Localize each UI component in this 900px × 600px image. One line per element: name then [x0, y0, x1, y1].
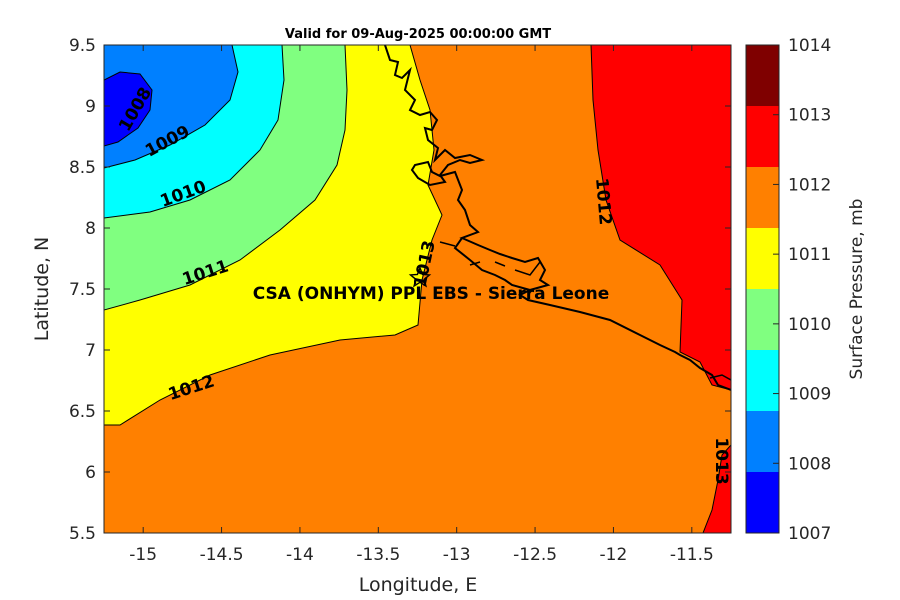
x-tick-label: -14.5	[200, 545, 244, 565]
coast-east-detail	[709, 374, 731, 381]
river-border	[453, 237, 531, 291]
inland-lines	[439, 241, 541, 276]
y-tick-label: 9	[85, 97, 96, 117]
colorbar-tick-label: 1007	[788, 524, 831, 544]
station-star-icon	[408, 266, 432, 288]
colorbar-tick-label: 1013	[788, 106, 831, 126]
colorbar-band	[746, 106, 779, 168]
colorbar-tick-label: 1011	[788, 245, 831, 265]
y-tick-label: 6	[85, 463, 96, 483]
x-axis-ticks: -15 -14.5 -14 -13.5 -13 -12.5 -12 -11.5	[129, 45, 714, 565]
y-tick-label: 5.5	[69, 524, 96, 544]
colorbar-ticks: 1014 1013 1012 1011 1010 1009 1008 1007	[773, 36, 831, 544]
y-axis-ticks: 9.5 9 8.5 8 7.5 7 6.5 6 5.5	[69, 36, 731, 544]
x-axis-label: Longitude, E	[359, 574, 478, 596]
x-tick-label: -13.5	[356, 545, 400, 565]
y-tick-label: 7.5	[69, 280, 96, 300]
contour-label-1013-east: 1012	[591, 177, 615, 226]
x-tick-label: -13	[443, 545, 471, 565]
colorbar-tick-label: 1014	[788, 36, 831, 56]
y-axis-label: Latitude, N	[31, 237, 53, 342]
colorbar-tick-label: 1008	[788, 454, 831, 474]
colorbar-band	[746, 228, 779, 290]
band-1013-east	[590, 45, 731, 391]
x-tick-label: -12.5	[513, 545, 557, 565]
colorbar	[746, 45, 779, 534]
band-1013-southeast	[702, 444, 731, 533]
colorbar-tick-label: 1010	[788, 315, 831, 335]
y-tick-label: 6.5	[69, 402, 96, 422]
x-tick-label: -11.5	[670, 545, 714, 565]
colorbar-label: Surface Pressure, mb	[847, 199, 867, 380]
colorbar-band	[746, 472, 779, 534]
colorbar-band	[746, 45, 779, 107]
band-1007-1008	[104, 71, 153, 147]
pressure-field: 1008 1009 1010 1011 1012 1012 1013 1013 …	[104, 45, 731, 533]
colorbar-tick-label: 1012	[788, 175, 831, 195]
colorbar-band	[746, 289, 779, 351]
x-tick-label: -12	[600, 545, 628, 565]
y-tick-label: 7	[85, 341, 96, 361]
y-tick-label: 8	[85, 219, 96, 239]
colorbar-tick-label: 1009	[788, 385, 831, 405]
y-tick-label: 9.5	[69, 36, 96, 56]
colorbar-band	[746, 411, 779, 473]
y-tick-label: 8.5	[69, 158, 96, 178]
colorbar-band	[746, 350, 779, 412]
map-title: Valid for 09-Aug-2025 00:00:00 GMT	[285, 27, 551, 42]
contour-label-1013-southeast: 1013	[711, 437, 731, 484]
colorbar-band	[746, 167, 779, 229]
station-label: CSA (ONHYM) PPL EBS - Sierra Leone	[253, 284, 610, 304]
x-tick-label: -14	[286, 545, 314, 565]
colorbar-frame	[745, 44, 780, 534]
coastline	[384, 45, 731, 391]
x-tick-label: -15	[129, 545, 157, 565]
